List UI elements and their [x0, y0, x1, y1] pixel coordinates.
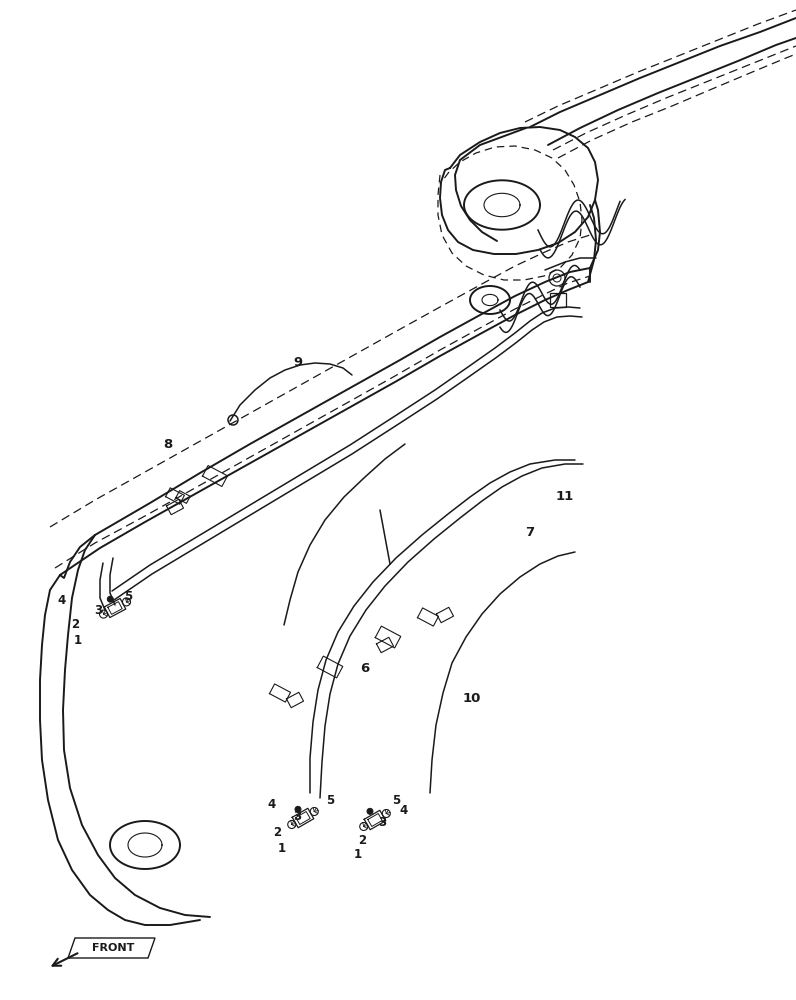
Circle shape: [123, 598, 131, 606]
Circle shape: [100, 610, 107, 618]
Text: 9: 9: [294, 356, 302, 368]
Text: 3: 3: [293, 810, 301, 824]
Circle shape: [310, 808, 318, 816]
Circle shape: [360, 822, 368, 830]
Circle shape: [295, 806, 301, 812]
Text: 5: 5: [326, 794, 334, 806]
Text: 6: 6: [361, 662, 369, 674]
Text: 2: 2: [71, 617, 79, 631]
Text: 3: 3: [94, 603, 102, 616]
Text: 1: 1: [354, 848, 362, 861]
Circle shape: [549, 270, 565, 286]
Text: 8: 8: [163, 438, 173, 452]
Polygon shape: [68, 938, 155, 958]
Text: 3: 3: [378, 816, 386, 830]
Text: 1: 1: [74, 634, 82, 647]
Text: 7: 7: [525, 526, 535, 540]
Text: 5: 5: [392, 794, 400, 806]
Circle shape: [553, 274, 561, 282]
Circle shape: [228, 415, 238, 425]
Circle shape: [382, 810, 390, 818]
Text: 4: 4: [400, 804, 408, 816]
Bar: [550, 293, 566, 307]
Text: 4: 4: [268, 798, 276, 812]
Circle shape: [107, 596, 113, 602]
Text: 1: 1: [278, 842, 286, 854]
Circle shape: [287, 820, 296, 828]
Text: 4: 4: [58, 593, 66, 606]
Text: 2: 2: [273, 826, 281, 840]
Text: 5: 5: [124, 589, 132, 602]
Text: FRONT: FRONT: [92, 943, 135, 953]
Text: 11: 11: [556, 490, 574, 504]
Circle shape: [367, 808, 373, 814]
Text: 2: 2: [358, 834, 366, 846]
Text: 10: 10: [462, 692, 482, 704]
